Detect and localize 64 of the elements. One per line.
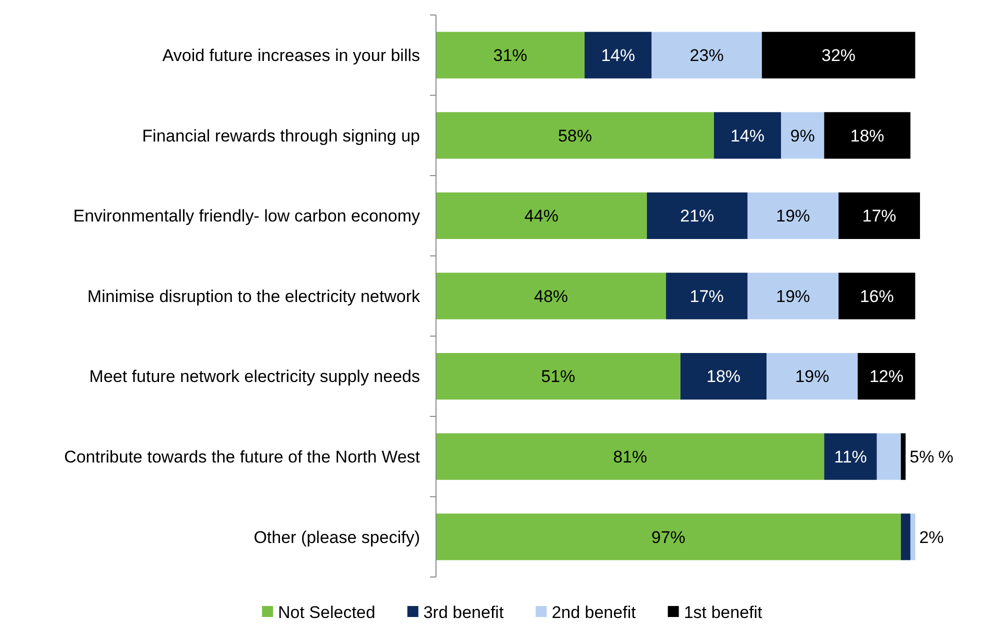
bar — [436, 112, 714, 159]
y-tick-label: Financial rewards through signing up — [142, 126, 420, 146]
bar — [824, 433, 877, 480]
legend-label: 1st benefit — [684, 603, 763, 622]
bar — [838, 192, 920, 239]
bar — [584, 32, 652, 78]
data-label: 19% — [795, 367, 830, 386]
data-label: 51% — [541, 367, 576, 386]
bar — [762, 32, 916, 78]
data-label: 44% — [524, 206, 558, 226]
data-label: 11% — [834, 448, 867, 467]
data-label: 58% — [558, 126, 592, 146]
bar — [766, 353, 858, 400]
data-label: % — [938, 448, 954, 467]
data-label: 17% — [862, 206, 896, 226]
y-tick-label: Other (please specify) — [254, 528, 420, 547]
data-label: 2% — [919, 528, 944, 547]
data-label: 9% — [790, 126, 815, 146]
bar — [646, 192, 748, 239]
data-label: 21% — [680, 206, 714, 226]
data-label: 14% — [601, 46, 636, 66]
bar — [714, 112, 782, 159]
data-label: 19% — [776, 286, 810, 306]
bar — [747, 272, 839, 320]
y-tick-label: Minimise disruption to the electricity network — [87, 286, 420, 306]
data-label: 81% — [613, 448, 648, 467]
bar — [838, 272, 916, 320]
legend-label: 2nd benefit — [552, 603, 636, 622]
y-tick-label: Meet future network electricity supply needs — [89, 367, 420, 386]
data-label: 32% — [822, 46, 856, 66]
data-label: 16% — [860, 286, 894, 306]
y-tick-label: Environmentally friendly- low carbon economy — [73, 206, 420, 226]
bar — [436, 353, 680, 400]
bar — [747, 192, 839, 239]
data-label: 18% — [706, 367, 741, 386]
bar — [900, 433, 906, 480]
y-tick-label: Contribute towards the future of the North West — [64, 448, 420, 467]
data-label: 31% — [493, 46, 528, 66]
legend-label: Not Selected — [278, 603, 376, 622]
bar — [910, 514, 916, 560]
bar — [436, 433, 824, 480]
y-tick-label: Avoid future increases in your bills — [162, 46, 420, 66]
legend-label: 3rd benefit — [423, 603, 504, 622]
bar — [781, 112, 824, 159]
data-label: 97% — [651, 528, 686, 547]
data-label: 48% — [534, 286, 568, 306]
bar — [436, 272, 666, 320]
data-label: 12% — [869, 367, 904, 386]
bar — [666, 272, 748, 320]
bar — [824, 112, 910, 159]
bar — [436, 32, 585, 78]
data-label: 17% — [690, 286, 724, 306]
bar — [900, 514, 910, 560]
bar — [876, 433, 901, 480]
bar — [436, 514, 901, 560]
data-label: 19% — [776, 206, 810, 226]
bar — [858, 353, 916, 400]
bar — [680, 353, 767, 400]
data-label: 14% — [730, 126, 764, 146]
bar — [652, 32, 762, 78]
bar — [436, 192, 647, 239]
data-label: 18% — [850, 126, 884, 146]
data-label: 23% — [690, 46, 724, 66]
data-label: 5% — [910, 448, 934, 467]
